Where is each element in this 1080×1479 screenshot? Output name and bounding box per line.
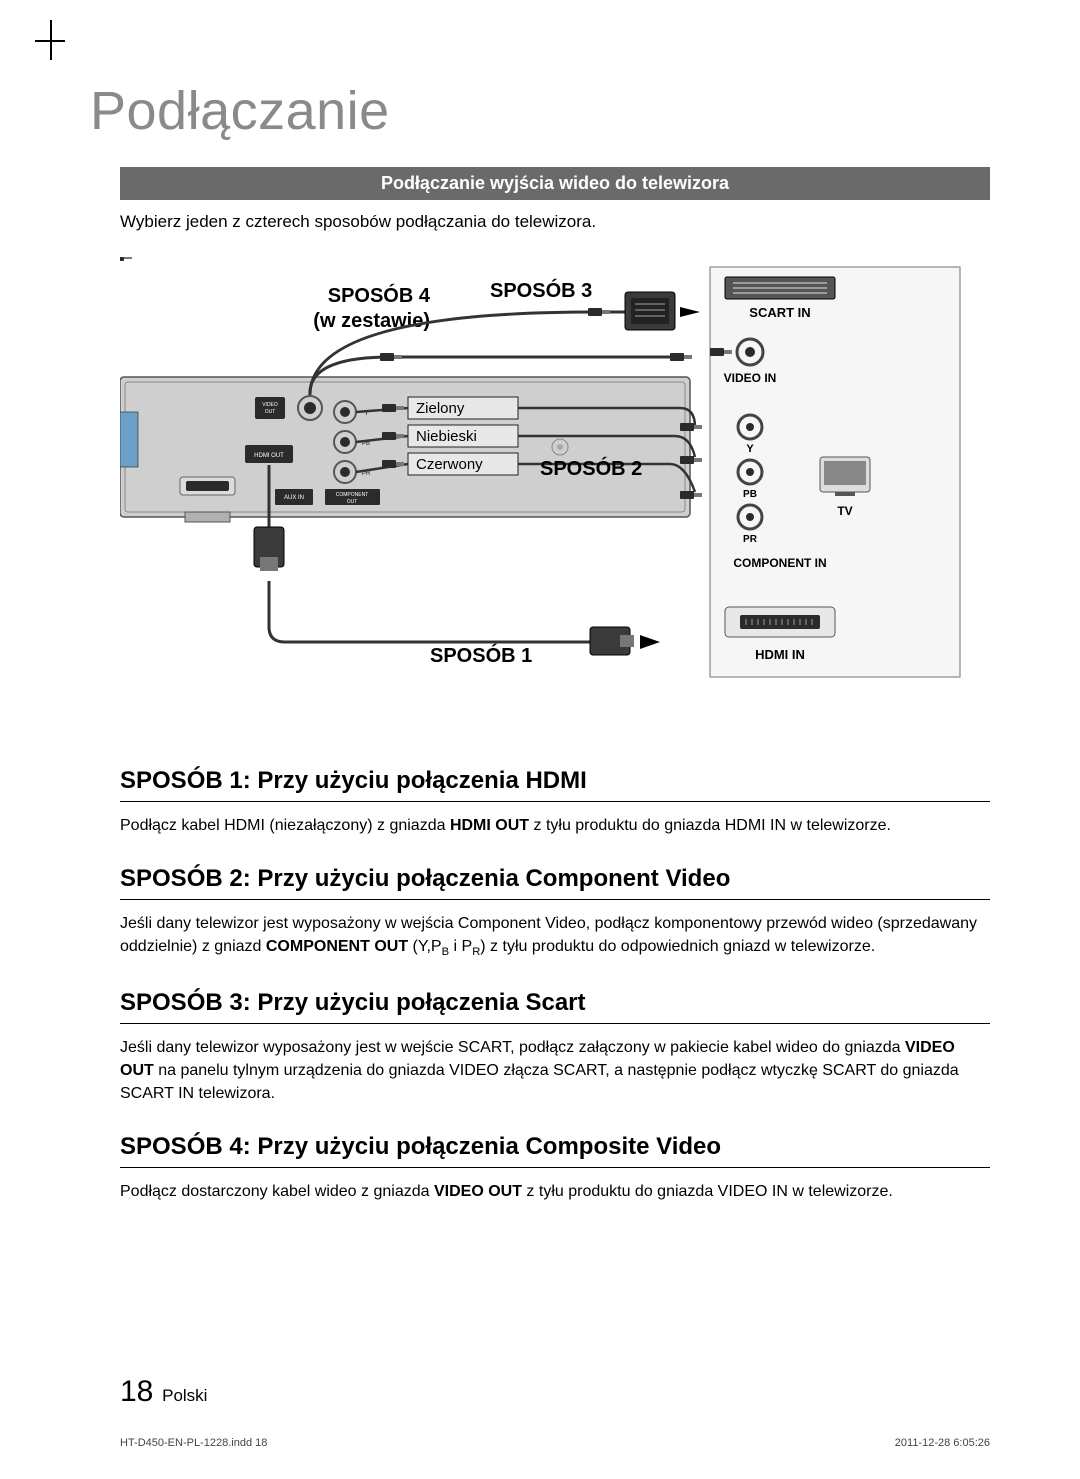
label-green: Zielony: [416, 400, 465, 417]
label-y: Y: [746, 443, 754, 455]
meta-file: HT-D450-EN-PL-1228.indd 18: [120, 1437, 267, 1449]
label-tv: TV: [837, 504, 852, 518]
method-1: SPOSÓB 1: Przy użyciu połączenia HDMI Po…: [120, 767, 990, 837]
section-bar: Podłączanie wyjścia wideo do telewizora: [120, 167, 990, 200]
diagram-svg: VIDEO OUT HDMI OUT Y PB PR COMPONENT OUT…: [120, 257, 990, 687]
method-1-heading: SPOSÓB 1: Przy użyciu połączenia HDMI: [120, 767, 990, 802]
svg-text:COMPONENT: COMPONENT: [336, 492, 369, 498]
label-red: Czerwony: [416, 456, 483, 473]
svg-text:OUT: OUT: [347, 499, 358, 505]
method-2: SPOSÓB 2: Przy użyciu połączenia Compone…: [120, 865, 990, 961]
label-method3: SPOSÓB 3: [490, 278, 592, 302]
method-2-heading: SPOSÓB 2: Przy użyciu połączenia Compone…: [120, 865, 990, 900]
method-1-text: Podłącz kabel HDMI (niezałączony) z gnia…: [120, 814, 990, 837]
color-labels: Zielony Niebieski Czerwony: [408, 397, 518, 475]
label-method4-1: SPOSÓB 4: [328, 283, 431, 307]
page-number: 18: [120, 1375, 153, 1408]
method-4-text: Podłącz dostarczony kabel wideo z gniazd…: [120, 1180, 990, 1203]
method-4: SPOSÓB 4: Przy użyciu połączenia Composi…: [120, 1133, 990, 1203]
method-3-heading: SPOSÓB 3: Przy użyciu połączenia Scart: [120, 989, 990, 1024]
connection-diagram: VIDEO OUT HDMI OUT Y PB PR COMPONENT OUT…: [120, 257, 990, 687]
page-footer: 18 Polski: [120, 1375, 207, 1409]
method-3-text: Jeśli dany telewizor wyposażony jest w w…: [120, 1036, 990, 1106]
page-content: Podłączanie Podłączanie wyjścia wideo do…: [0, 0, 1080, 1479]
label-method4-2: (w zestawie): [313, 310, 430, 332]
method-4-heading: SPOSÓB 4: Przy użyciu połączenia Composi…: [120, 1133, 990, 1168]
label-scart-in: SCART IN: [749, 305, 810, 320]
label-hdmi-out: HDMI OUT: [254, 453, 284, 459]
label-video-out: VIDEO: [262, 402, 278, 408]
label-component-in: COMPONENT IN: [733, 556, 826, 570]
page-language: Polski: [162, 1386, 207, 1405]
intro-text: Wybierz jeden z czterech sposobów podłąc…: [120, 212, 990, 232]
label-pb: PB: [743, 489, 757, 500]
method-2-text: Jeśli dany telewizor jest wyposażony w w…: [120, 912, 990, 961]
svg-text:OUT: OUT: [265, 409, 276, 415]
label-blue: Niebieski: [416, 428, 477, 445]
label-aux-in: AUX IN: [284, 495, 304, 501]
label-video-in: VIDEO IN: [724, 371, 777, 385]
label-method1: SPOSÓB 1: [430, 643, 532, 667]
label-pr: PR: [743, 534, 758, 545]
method-3: SPOSÓB 3: Przy użyciu połączenia Scart J…: [120, 989, 990, 1106]
label-method2: SPOSÓB 2: [540, 456, 642, 480]
print-metadata: HT-D450-EN-PL-1228.indd 18 2011-12-28 6:…: [120, 1437, 990, 1449]
meta-timestamp: 2011-12-28 6:05:26: [895, 1437, 990, 1449]
chapter-title: Podłączanie: [90, 80, 990, 142]
label-hdmi-in: HDMI IN: [755, 647, 805, 662]
